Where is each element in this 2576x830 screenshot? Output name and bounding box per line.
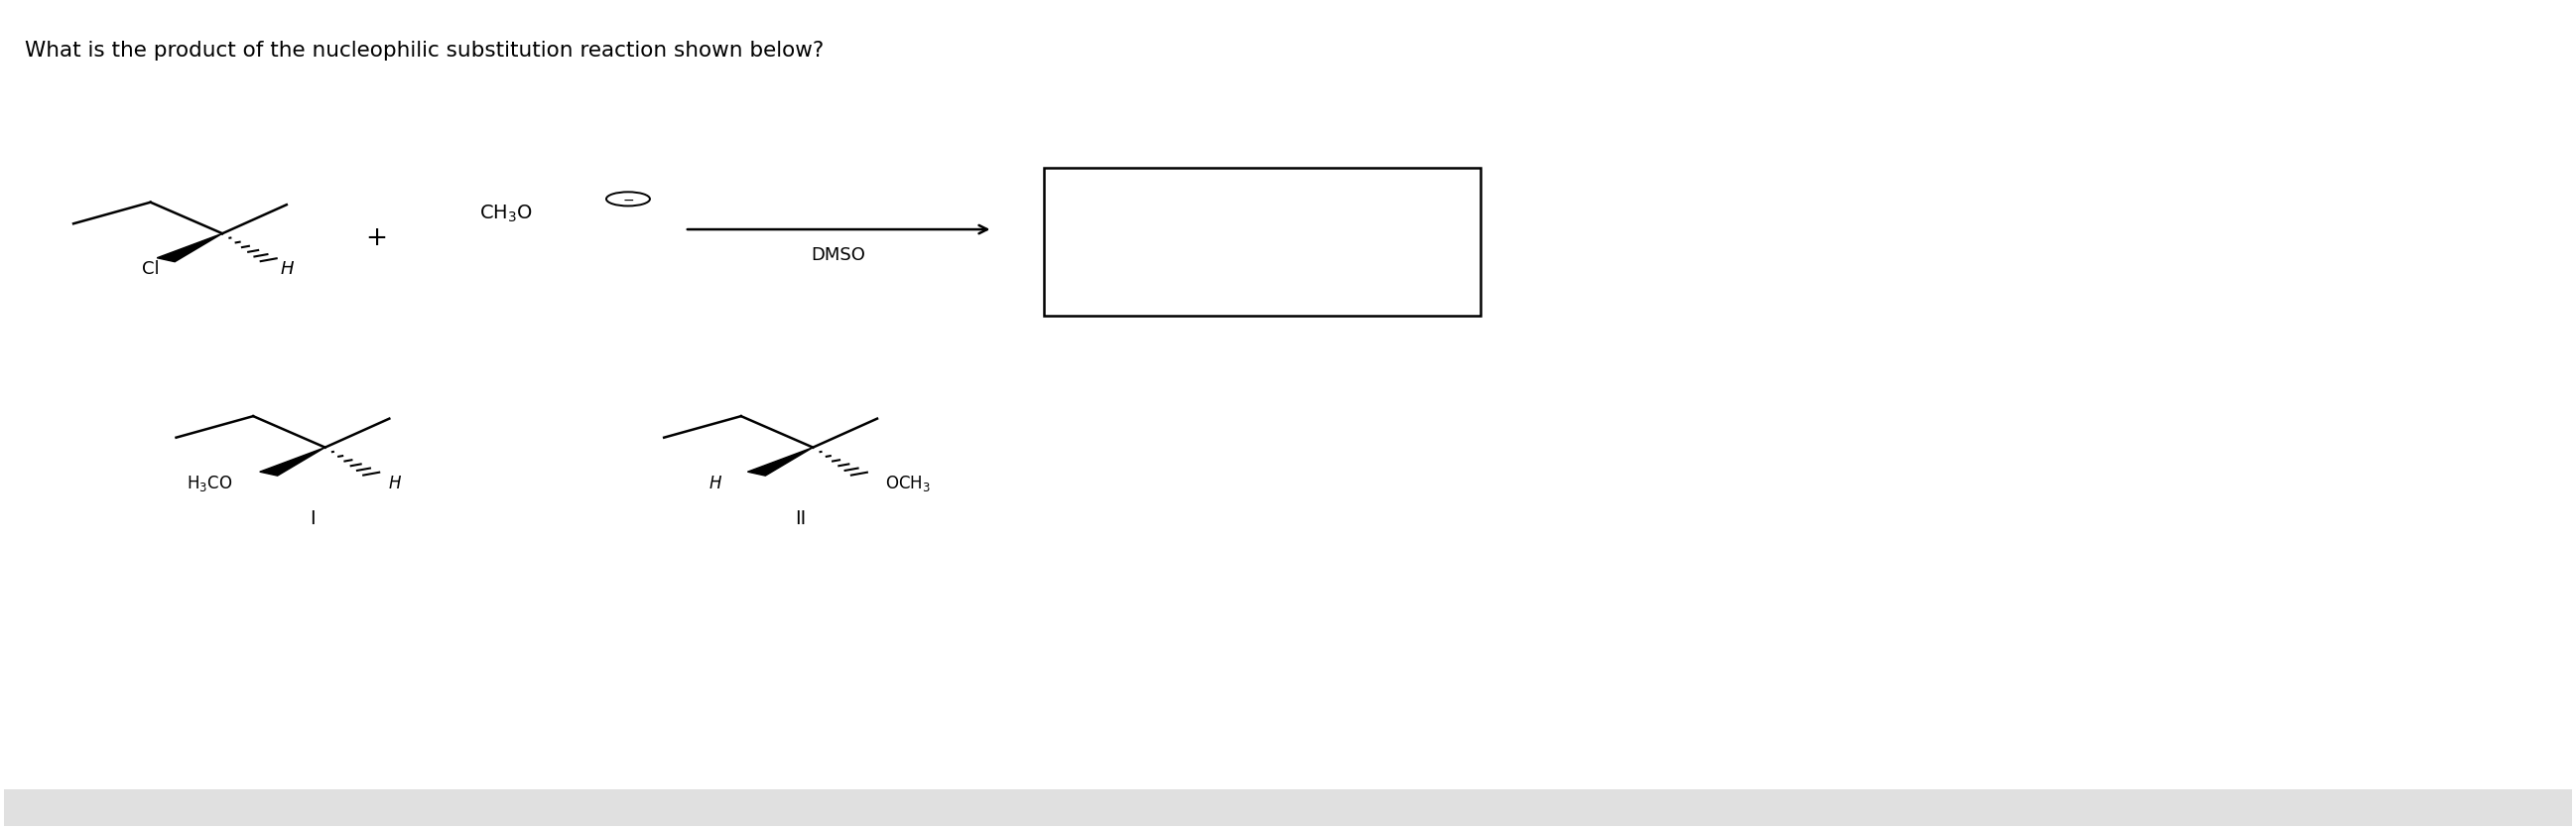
Text: CH$_3$O: CH$_3$O <box>479 203 533 224</box>
Bar <box>5 788 2571 826</box>
Text: H: H <box>389 474 402 492</box>
Text: I: I <box>309 508 314 527</box>
Text: H$_3$CO: H$_3$CO <box>185 473 232 493</box>
Text: II: II <box>793 508 806 527</box>
Text: OCH$_3$: OCH$_3$ <box>886 473 930 493</box>
Text: −: − <box>623 193 634 207</box>
Text: H: H <box>708 474 721 492</box>
Text: +: + <box>366 226 386 251</box>
Bar <box>1043 168 1481 316</box>
Polygon shape <box>747 448 814 476</box>
Text: H: H <box>281 260 294 278</box>
Polygon shape <box>260 448 325 476</box>
Text: Cl: Cl <box>142 260 160 278</box>
Polygon shape <box>157 234 222 262</box>
Text: DMSO: DMSO <box>811 246 866 264</box>
Text: What is the product of the nucleophilic substitution reaction shown below?: What is the product of the nucleophilic … <box>26 42 824 61</box>
